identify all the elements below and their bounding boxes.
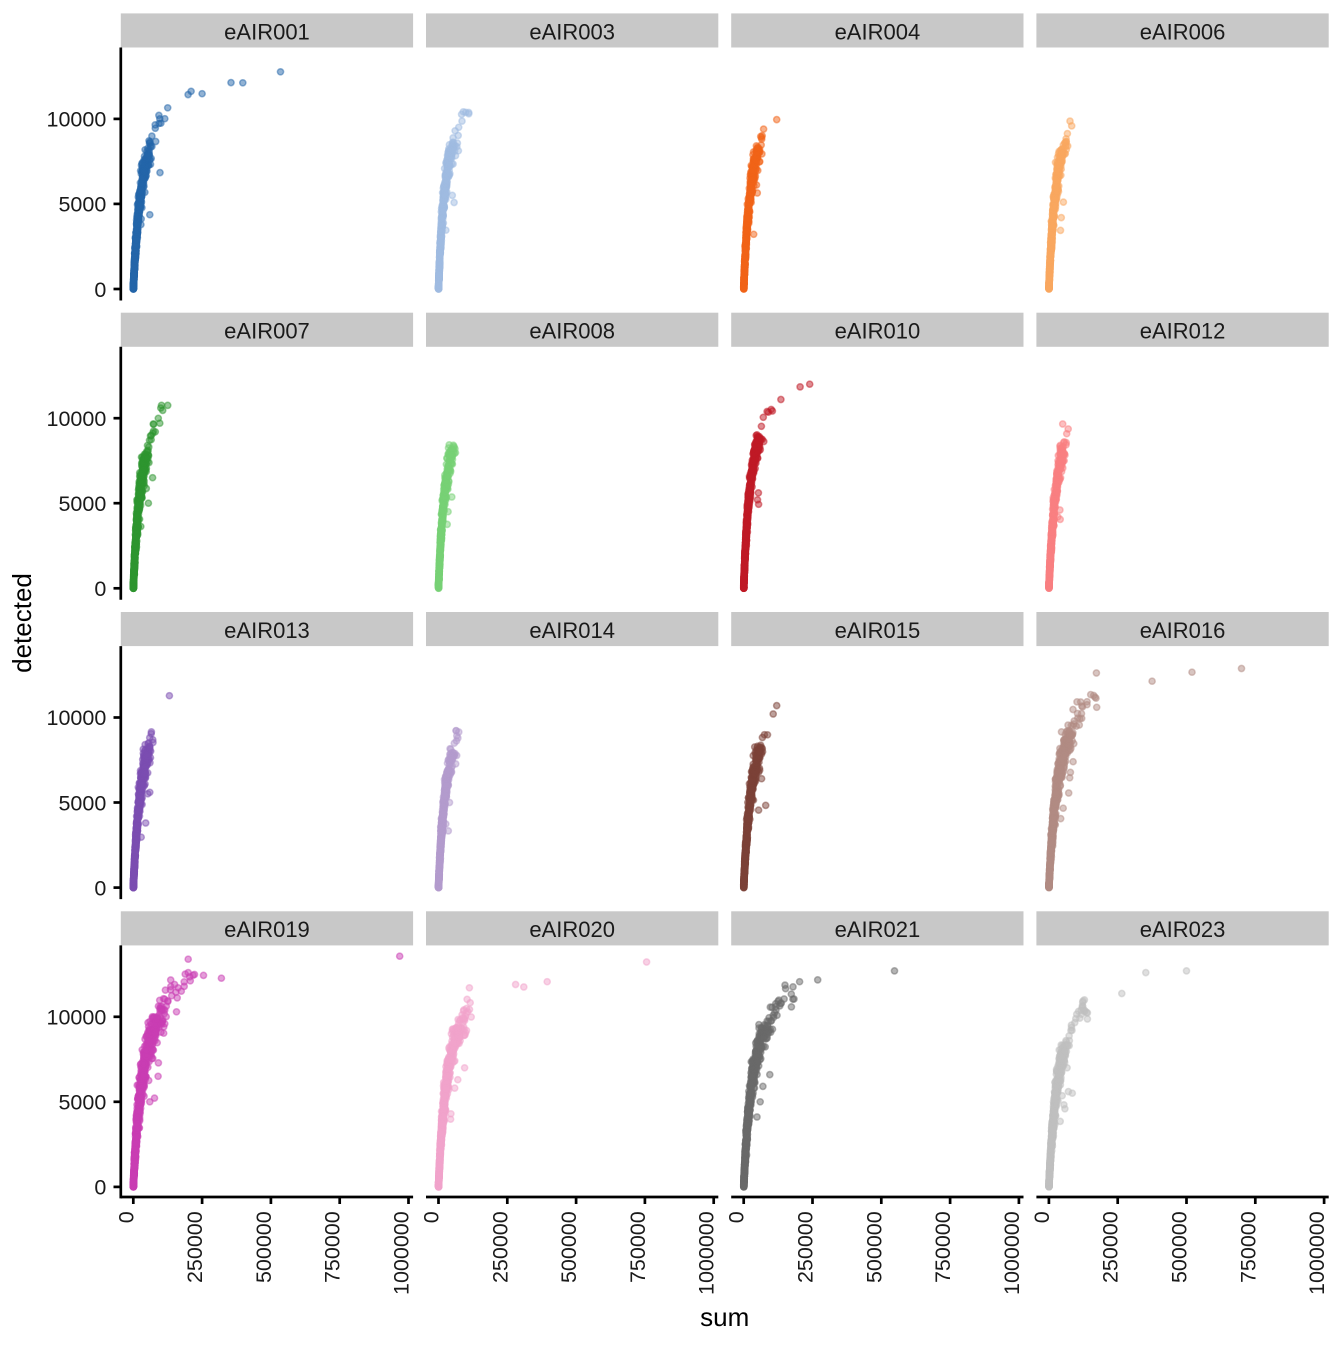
svg-text:eAIR012: eAIR012: [1140, 319, 1226, 344]
svg-text:eAIR004: eAIR004: [835, 19, 921, 44]
svg-text:eAIR010: eAIR010: [835, 319, 921, 344]
svg-text:eAIR007: eAIR007: [224, 319, 310, 344]
svg-text:eAIR003: eAIR003: [529, 19, 615, 44]
svg-text:eAIR006: eAIR006: [1140, 19, 1226, 44]
svg-text:eAIR008: eAIR008: [529, 319, 615, 344]
svg-text:eAIR013: eAIR013: [224, 618, 310, 643]
svg-text:eAIR001: eAIR001: [224, 19, 310, 44]
